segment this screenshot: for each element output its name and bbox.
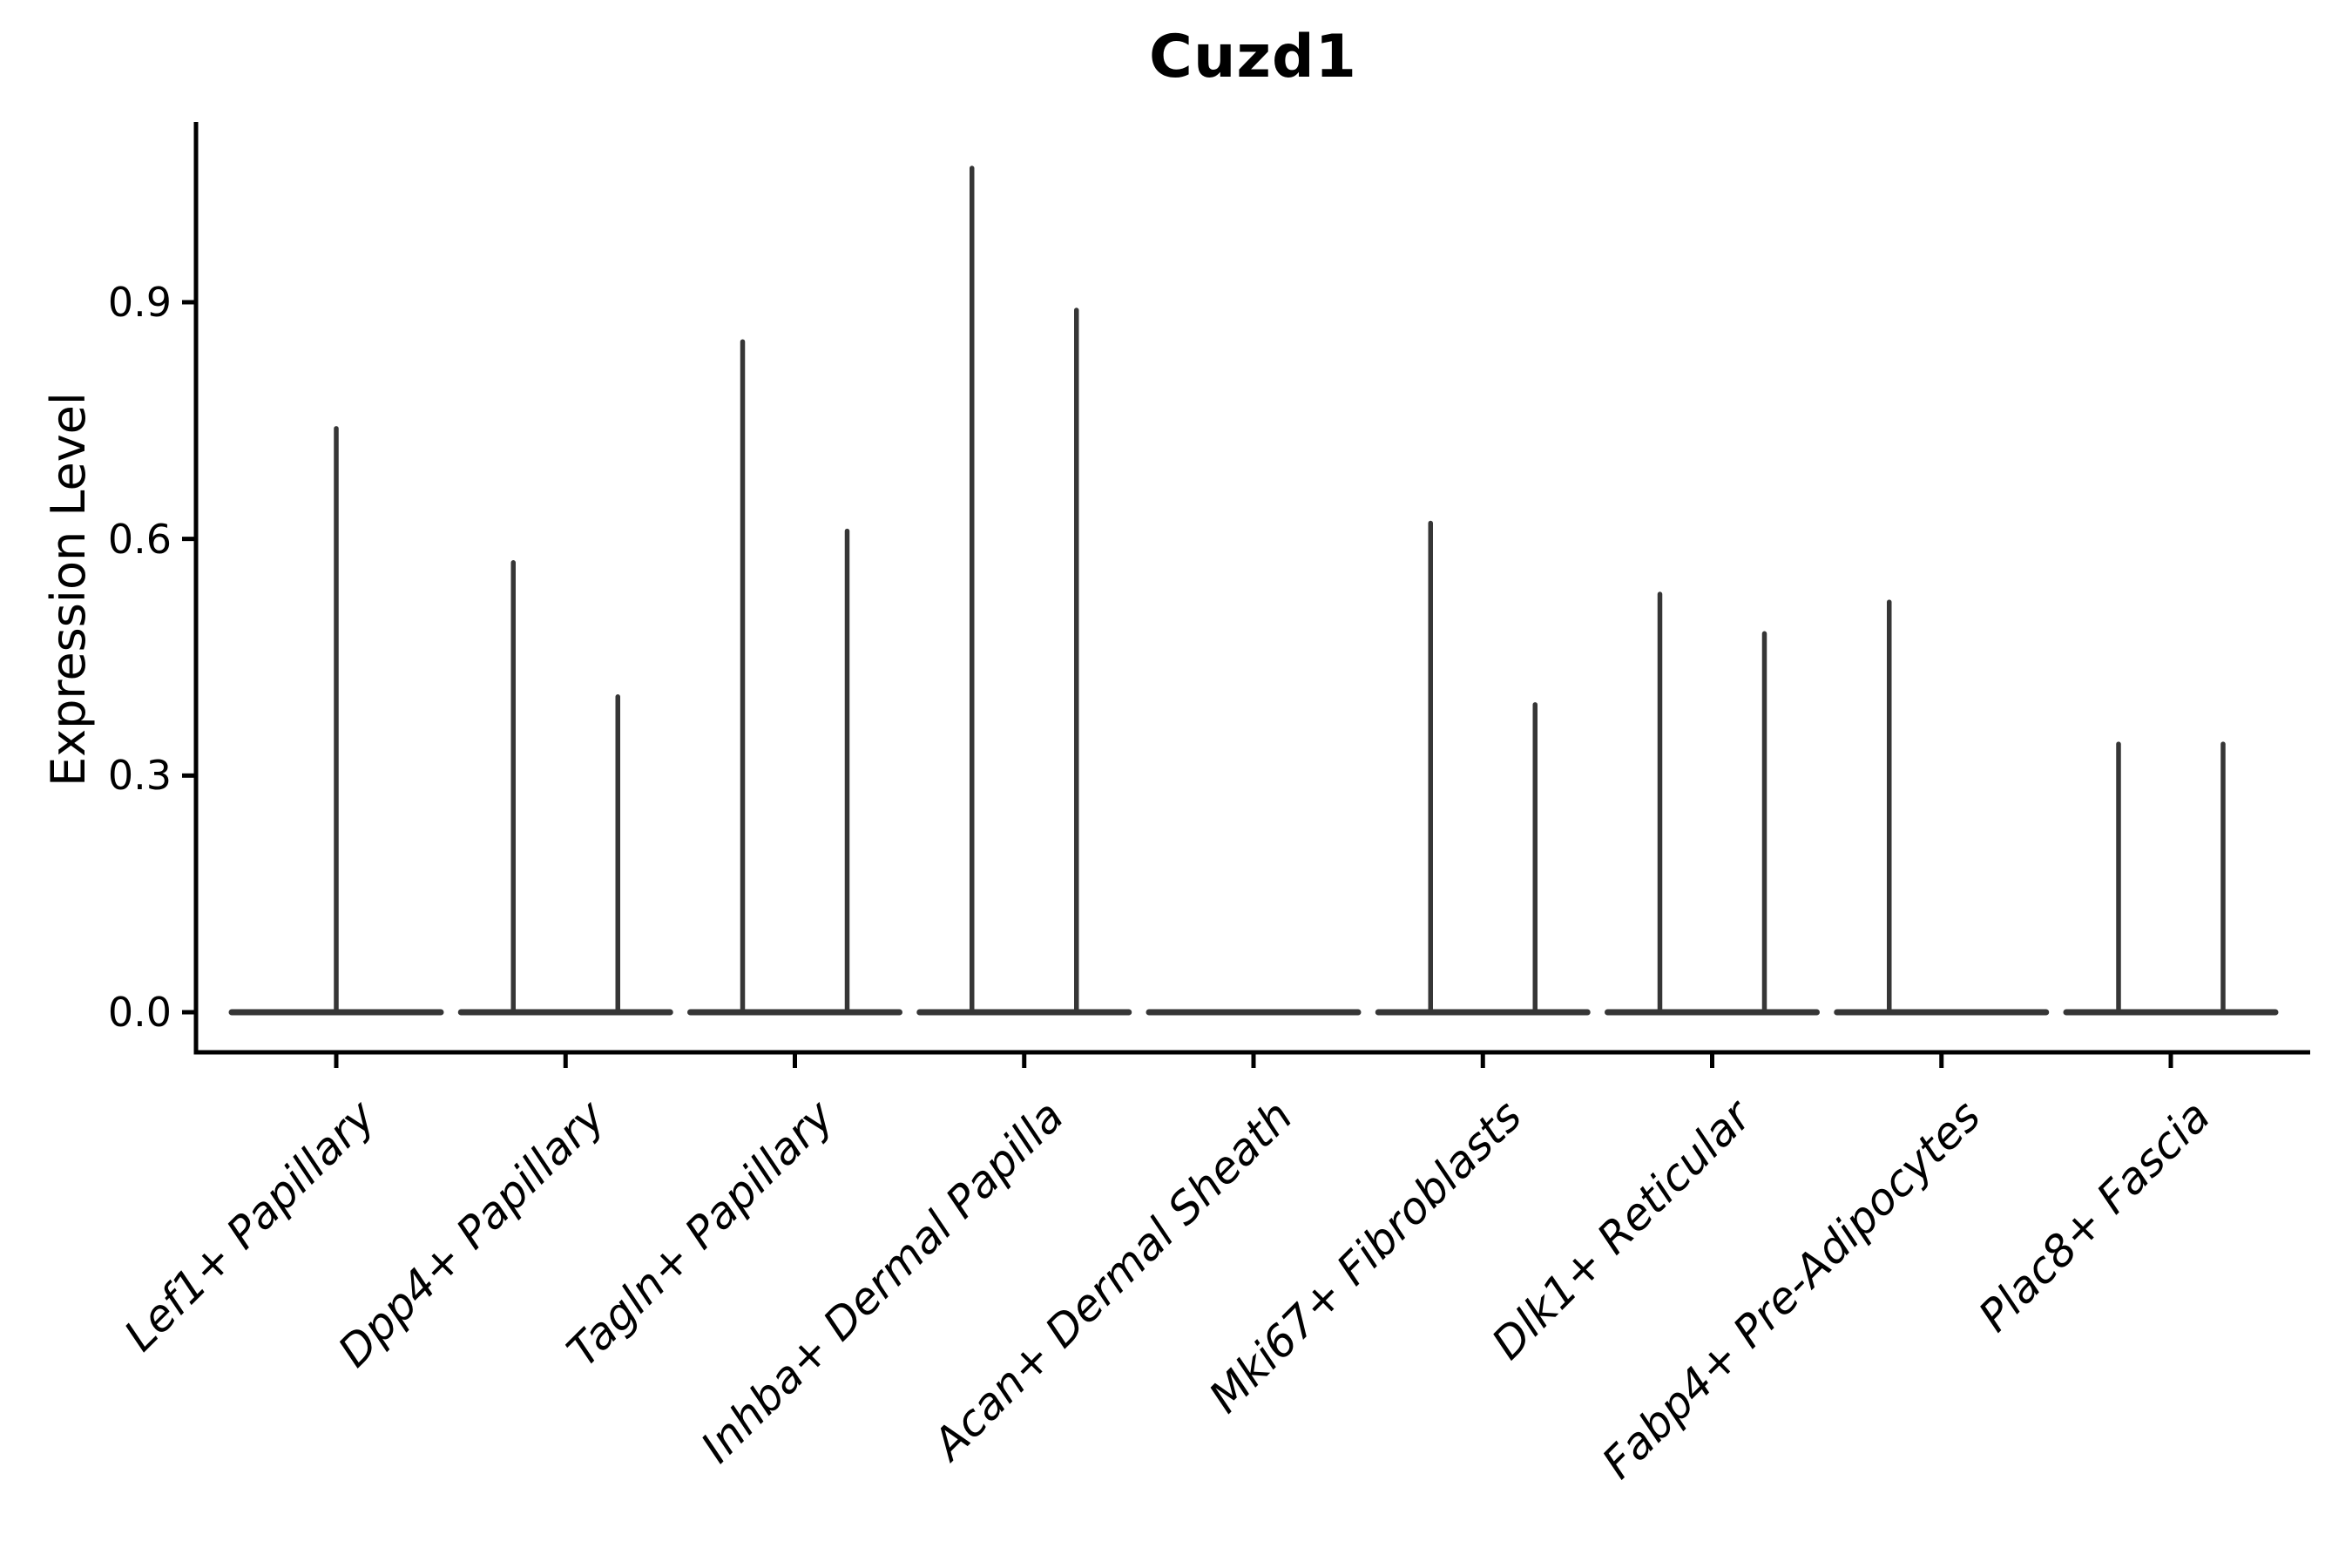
y-tick-label: 0.6	[107, 515, 172, 563]
y-tick-label: 0.3	[107, 752, 172, 800]
chart-title: Cuzd1	[1149, 23, 1357, 91]
y-tick-label: 0.0	[107, 989, 172, 1036]
y-tick-label: 0.9	[107, 278, 172, 326]
